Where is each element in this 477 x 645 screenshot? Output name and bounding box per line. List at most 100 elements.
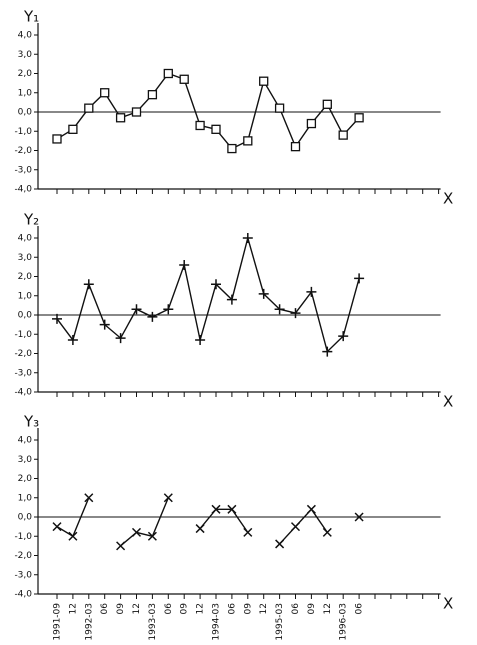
- x-axis-label: X: [443, 595, 453, 613]
- y-tick-label: 1,0: [18, 88, 33, 98]
- marker: [322, 527, 332, 537]
- y-tick-label: 4,0: [18, 436, 33, 446]
- x-tick-label: 06: [355, 603, 365, 615]
- x-tick-label: 12: [196, 603, 206, 614]
- y-tick-label: -3,0: [14, 165, 32, 175]
- marker: [290, 141, 301, 152]
- y-tick-label: -2,0: [14, 551, 32, 561]
- y-tick-label: 1,0: [18, 493, 33, 503]
- x-tick-label: 1992-03: [84, 603, 94, 641]
- x-tick-label: 09: [307, 603, 317, 615]
- y-axis-label: Y₃: [23, 413, 39, 431]
- marker: [84, 103, 94, 113]
- y-tick-label: 3,0: [18, 253, 33, 263]
- marker: [338, 331, 349, 342]
- marker: [354, 512, 364, 522]
- marker: [195, 335, 206, 346]
- y-tick-label: 2,0: [18, 69, 33, 79]
- x-tick-label: 12: [68, 603, 78, 614]
- marker: [52, 134, 62, 144]
- y-tick-label: 0,0: [18, 311, 33, 321]
- y-tick-label: -4,0: [14, 590, 32, 600]
- marker: [258, 288, 269, 299]
- y-tick-label: 3,0: [18, 455, 33, 465]
- marker: [163, 68, 173, 79]
- marker: [163, 493, 173, 503]
- y-tick-label: 2,0: [18, 474, 33, 484]
- marker: [52, 313, 62, 324]
- marker: [290, 308, 301, 319]
- marker: [131, 107, 142, 117]
- marker: [322, 99, 332, 109]
- y-tick-label: -3,0: [14, 368, 32, 378]
- marker: [179, 74, 189, 84]
- x-tick-label: 09: [180, 603, 190, 615]
- marker: [68, 124, 78, 134]
- marker: [131, 304, 142, 315]
- y-axis-label: Y₂: [23, 211, 39, 229]
- x-tick-label: 1995-03: [275, 603, 285, 641]
- marker: [211, 504, 221, 514]
- y-tick-label: -3,0: [14, 570, 32, 580]
- markers: [52, 68, 364, 154]
- marker: [147, 90, 158, 100]
- marker: [274, 304, 285, 315]
- marker: [147, 311, 158, 322]
- y-tick-label: 4,0: [18, 234, 33, 244]
- y-tick-label: -2,0: [14, 146, 32, 156]
- x-tick-label: 1991-09: [53, 603, 63, 641]
- marker: [100, 88, 110, 98]
- x-tick-label: 06: [291, 603, 301, 615]
- y-tick-label: -2,0: [14, 349, 32, 359]
- marker: [227, 143, 237, 154]
- y-tick-label: 2,0: [18, 272, 33, 282]
- marker: [259, 76, 269, 86]
- marker: [116, 541, 126, 551]
- marker: [354, 273, 365, 284]
- y-tick-label: 1,0: [18, 291, 33, 301]
- marker: [306, 118, 317, 129]
- x-axis-label: X: [443, 190, 453, 208]
- marker: [354, 113, 364, 123]
- series-line: [56, 235, 360, 353]
- x-tick-label: 06: [227, 603, 237, 615]
- y-tick-label: -4,0: [14, 185, 32, 195]
- x-tick-label: 09: [243, 603, 253, 615]
- series-line: [57, 498, 359, 546]
- x-axis-label: X: [443, 393, 453, 411]
- marker: [115, 333, 126, 344]
- marker: [68, 531, 78, 541]
- marker: [67, 335, 78, 346]
- marker: [195, 524, 205, 534]
- x-tick-label: 1994-03: [212, 603, 222, 641]
- marker: [306, 504, 316, 514]
- marker: [243, 527, 253, 537]
- marker: [211, 124, 221, 134]
- marker: [227, 504, 237, 514]
- series-line: [56, 72, 360, 150]
- marker: [322, 346, 333, 357]
- marker: [115, 113, 126, 123]
- markers: [52, 233, 365, 357]
- y-tick-label: -4,0: [14, 388, 32, 398]
- marker: [147, 531, 157, 541]
- y-tick-label: 0,0: [18, 513, 33, 523]
- marker: [179, 259, 190, 270]
- y-tick-label: -1,0: [14, 127, 32, 137]
- marker: [52, 522, 62, 532]
- marker: [163, 304, 174, 315]
- y-axis-label: Y₁: [23, 8, 39, 26]
- x-tick-label: 12: [132, 603, 142, 614]
- marker: [195, 120, 205, 131]
- x-tick-label: 09: [116, 603, 126, 615]
- markers: [52, 493, 364, 551]
- y-tick-label: -1,0: [14, 330, 32, 340]
- x-tick-label: 12: [259, 603, 269, 614]
- y-tick-label: 3,0: [18, 50, 33, 60]
- marker: [290, 522, 301, 532]
- y-tick-label: 0,0: [18, 108, 33, 118]
- marker: [84, 493, 94, 503]
- marker: [274, 103, 285, 113]
- marker: [242, 233, 253, 243]
